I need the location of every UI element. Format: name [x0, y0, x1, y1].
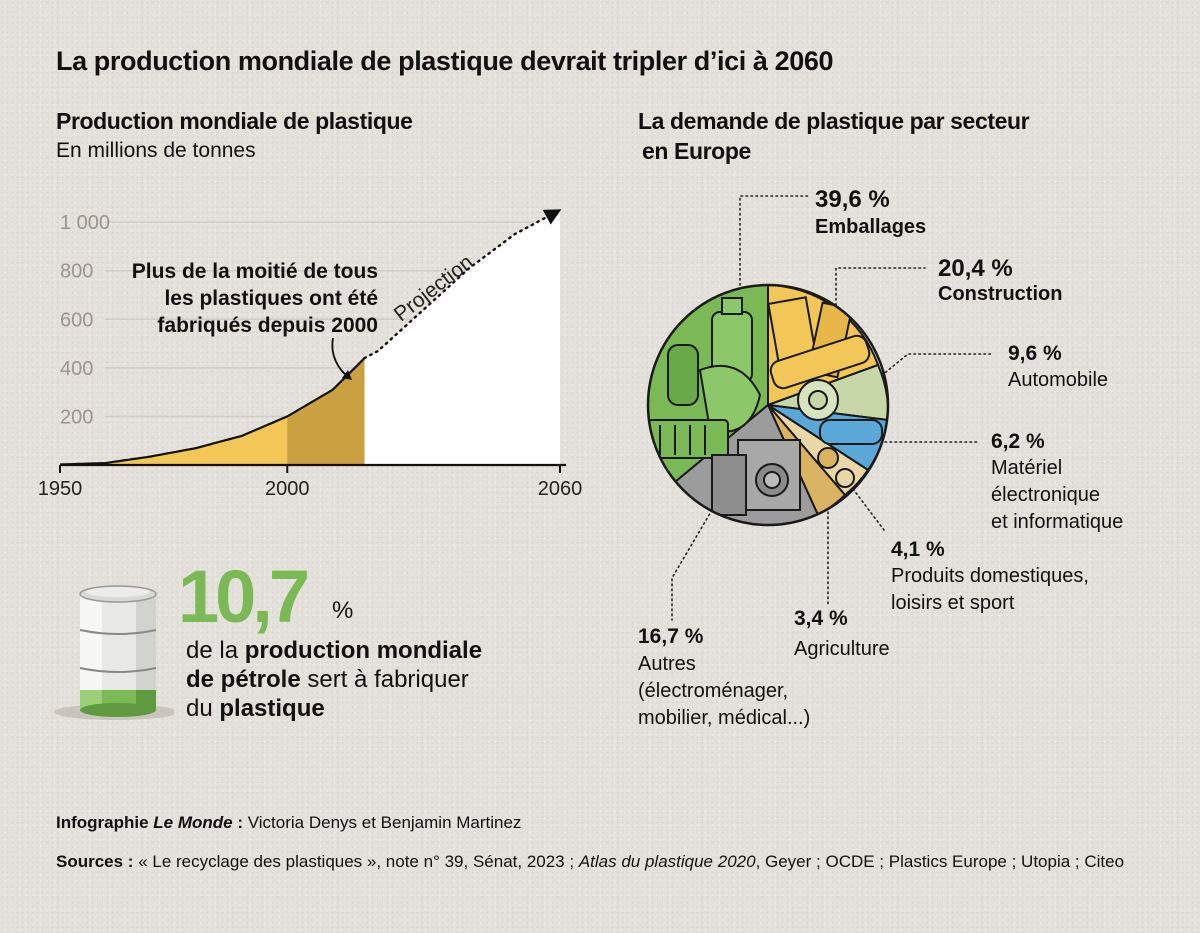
credit-line: Infographie Le Monde : Victoria Denys et…: [56, 813, 522, 832]
historical-line: [59, 357, 366, 466]
label-automobile-name: Automobile: [1008, 369, 1109, 391]
label-electronique-pct: 6,2 %: [991, 430, 1045, 453]
label-automobile-pct: 9,6 %: [1008, 342, 1062, 365]
y-tick-label: 400: [60, 358, 93, 380]
label-emballages-pct: 39,6 %: [815, 186, 890, 213]
label-emballages-name: Emballages: [815, 216, 927, 238]
y-tick-label: 200: [60, 406, 93, 428]
oil-share-symbol: %: [332, 597, 354, 624]
sector-pie-illustration: [646, 195, 993, 621]
label-electronique-name: Matériel électronique et informatique: [991, 457, 1124, 533]
label-domestique-name: Produits domestiques, loisirs et sport: [891, 565, 1089, 614]
oil-barrel-icon: [54, 585, 174, 720]
label-construction-pct: 20,4 %: [938, 255, 1013, 282]
x-tick-label: 1950: [38, 478, 83, 500]
y-tick-labels: 200 400 600 800 1 000: [60, 212, 110, 428]
x-tick-label: 2000: [265, 478, 310, 500]
y-tick-label: 1 000: [60, 212, 110, 234]
chart-annotation: Plus de la moitié de tous les plastiques…: [131, 260, 378, 337]
x-tick-labels: 1950 2000 2060: [38, 465, 583, 500]
chart-areas: [60, 210, 560, 465]
leader-lines: [671, 195, 993, 621]
right-chart-title-line1: La demande de plastique par secteur: [638, 108, 1030, 134]
label-domestique-pct: 4,1 %: [891, 538, 945, 561]
left-chart-title: Production mondiale de plastique: [56, 108, 413, 134]
oil-share-value: 10,7: [178, 555, 310, 638]
historical-area: [60, 416, 288, 465]
y-tick-label: 800: [60, 261, 93, 283]
label-autres-pct: 16,7 %: [638, 625, 704, 648]
label-construction-name: Construction: [938, 283, 1063, 305]
projection-area: [364, 210, 560, 465]
label-agriculture-pct: 3,4 %: [794, 607, 848, 630]
annotation-arrowhead: [342, 370, 352, 380]
y-tick-label: 600: [60, 309, 93, 331]
left-chart-unit: En millions de tonnes: [56, 139, 256, 162]
right-chart-title-line2: en Europe: [642, 138, 751, 164]
x-tick-label: 2060: [538, 478, 583, 500]
label-autres-name: Autres (électroménager, mobilier, médica…: [638, 653, 811, 729]
projection-line: [363, 209, 562, 360]
main-title: La production mondiale de plastique devr…: [56, 46, 834, 76]
label-agriculture-name: Agriculture: [794, 638, 890, 660]
sources-line: Sources : « Le recyclage des plastiques …: [56, 852, 1125, 871]
oil-share-text: de la production mondiale de pétrole ser…: [186, 637, 483, 722]
since-2000-area: [287, 358, 365, 465]
pie-outline: [646, 283, 890, 527]
